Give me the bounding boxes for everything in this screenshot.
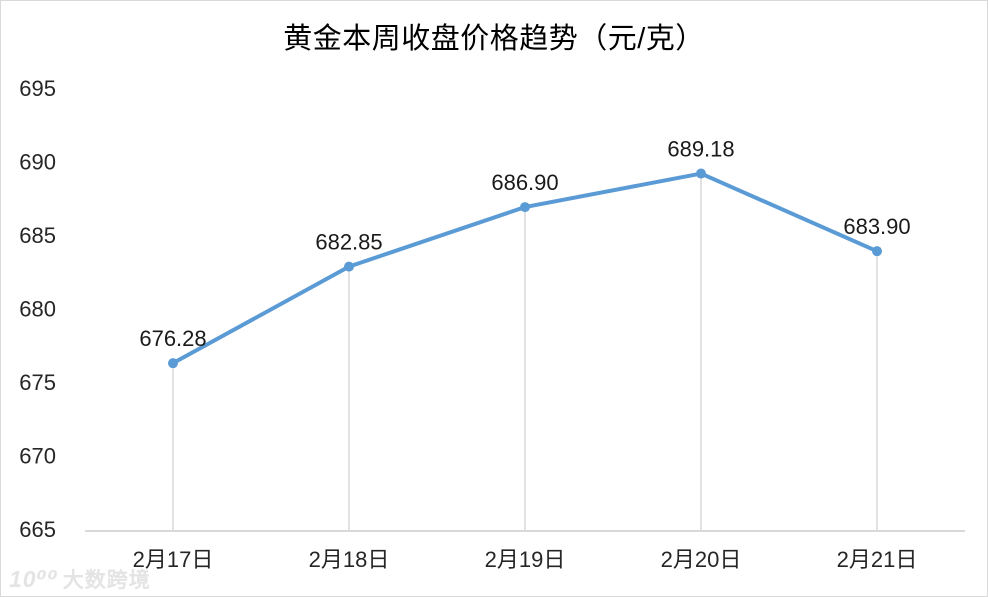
watermark-logo-icon: 10⁰⁰ bbox=[9, 566, 59, 592]
data-label: 682.85 bbox=[315, 230, 382, 255]
data-label: 683.90 bbox=[843, 214, 910, 239]
y-tick-label: 690 bbox=[19, 150, 56, 175]
y-tick-label: 675 bbox=[19, 370, 56, 395]
x-tick-label: 2月18日 bbox=[309, 547, 390, 572]
data-point-marker bbox=[696, 168, 706, 179]
data-label: 686.90 bbox=[491, 170, 558, 195]
watermark: 10⁰⁰ 大数跨境 bbox=[9, 564, 151, 594]
watermark-text: 大数跨境 bbox=[62, 569, 151, 592]
x-tick-label: 2月19日 bbox=[485, 547, 566, 572]
data-label: 689.18 bbox=[667, 137, 734, 162]
data-point-marker bbox=[872, 246, 882, 257]
chart-title: 黄金本周收盘价格趋势（元/克） bbox=[283, 23, 705, 55]
x-tick-label: 2月20日 bbox=[661, 547, 742, 572]
data-point-marker bbox=[344, 261, 354, 272]
y-tick-label: 670 bbox=[19, 444, 56, 469]
y-tick-label: 680 bbox=[19, 297, 56, 322]
x-tick-label: 2月21日 bbox=[837, 547, 918, 572]
y-tick-label: 695 bbox=[19, 76, 56, 101]
data-point-marker bbox=[520, 202, 530, 213]
x-tick-label: 2月17日 bbox=[133, 547, 214, 572]
data-point-marker bbox=[168, 358, 178, 369]
data-label: 676.28 bbox=[139, 326, 206, 351]
y-tick-label: 685 bbox=[19, 223, 56, 248]
y-tick-label: 665 bbox=[19, 517, 56, 542]
